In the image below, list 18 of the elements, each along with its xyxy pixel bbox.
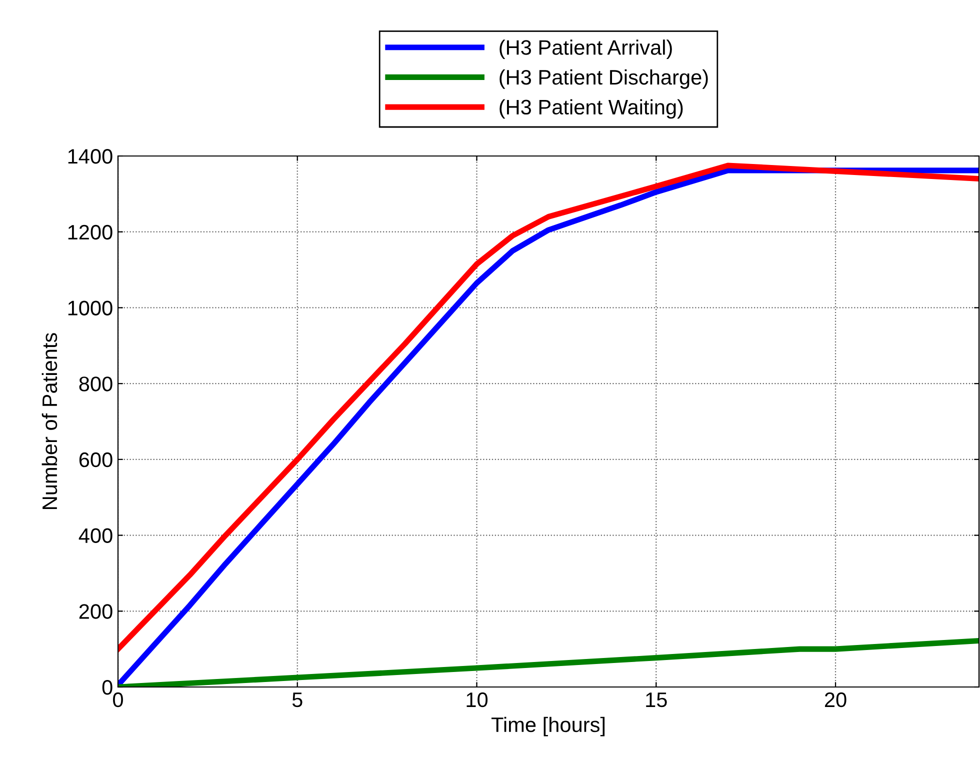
y-tick-label: 1400: [68, 149, 112, 164]
x-tick-label: 20: [824, 692, 846, 708]
y-tick-label: 0: [102, 680, 112, 695]
x-axis-title: Time [hours]: [491, 716, 605, 736]
y-tick-label: 800: [79, 376, 112, 392]
legend-label: (H3 Patient Arrival): [500, 40, 672, 59]
y-tick-label: 1200: [68, 224, 112, 240]
x-tick-label: 5: [292, 692, 302, 708]
legend-label: (H3 Patient Waiting): [500, 99, 683, 119]
y-tick-label: 1000: [68, 300, 112, 316]
y-axis-title: Number of Patients: [42, 333, 58, 509]
legend-label: (H3 Patient Discharge): [500, 69, 708, 89]
x-tick-label: 10: [466, 692, 488, 708]
x-tick-label: 0: [113, 692, 123, 708]
y-tick-label: 600: [79, 452, 112, 468]
x-tick-label: 15: [646, 692, 667, 708]
y-tick-label: 400: [78, 528, 112, 544]
y-tick-label: 200: [79, 604, 112, 619]
